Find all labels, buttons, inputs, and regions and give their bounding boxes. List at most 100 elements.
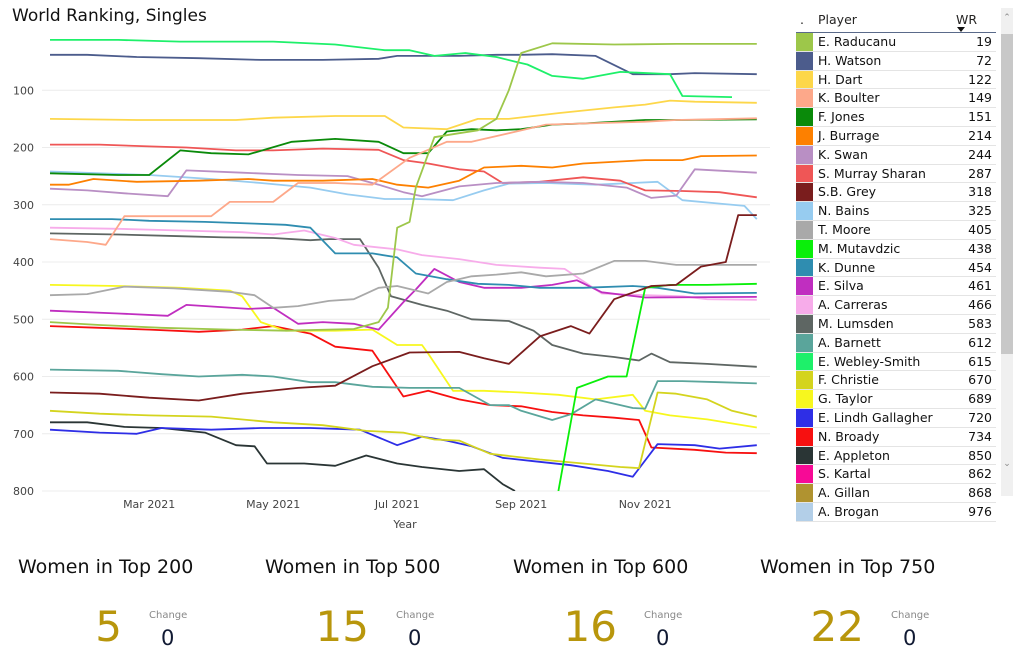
kpi-change-value: 0 xyxy=(408,626,422,650)
series-line-a-carreras[interactable] xyxy=(49,226,757,301)
color-swatch xyxy=(796,390,813,408)
player-name: S.B. Grey xyxy=(818,184,877,200)
table-row[interactable]: S.B. Grey 318 xyxy=(796,183,996,203)
series-line-e-webley-smith[interactable] xyxy=(50,39,733,98)
color-swatch xyxy=(796,51,813,70)
player-wr: 214 xyxy=(968,127,992,143)
x-axis-label: Year xyxy=(392,518,417,531)
series-lines xyxy=(49,39,758,491)
table-row[interactable]: F. Christie 670 xyxy=(796,371,996,391)
kpi-value: 16 xyxy=(563,602,617,651)
table-scrollbar[interactable]: ⌃ ⌄ xyxy=(1001,8,1013,496)
scrollbar-thumb[interactable] xyxy=(1001,34,1013,354)
series-line-k-swan[interactable] xyxy=(49,168,757,199)
x-axis-ticks: Mar 2021 May 2021 Jul 2021 Sep 2021 Nov 2021 xyxy=(123,498,672,511)
table-row[interactable]: K. Swan 244 xyxy=(796,145,996,165)
series-line-m-lumsden[interactable] xyxy=(49,232,757,368)
player-name: E. Silva xyxy=(818,278,864,294)
sort-descending-icon[interactable] xyxy=(957,27,965,32)
table-row[interactable]: S. Murray Sharan 287 xyxy=(796,164,996,184)
y-tick-label: 800 xyxy=(13,485,34,498)
series-line-n-broady[interactable] xyxy=(49,325,757,455)
player-wr: 405 xyxy=(968,221,992,237)
player-name: N. Broady xyxy=(818,428,880,444)
series-line-e-appleton[interactable] xyxy=(50,421,516,491)
series-line-e-silva[interactable] xyxy=(49,267,757,331)
kpi-change-label: Change xyxy=(149,610,188,621)
table-row[interactable]: E. Lindh Gallagher 720 xyxy=(796,408,996,428)
table-row[interactable]: H. Watson 72 xyxy=(796,51,996,71)
series-line-s-b-grey[interactable] xyxy=(49,214,757,402)
line-chart: 100 200 300 400 500 600 700 800 Mar 2021 May 202… xyxy=(13,39,770,531)
player-wr: 850 xyxy=(968,447,992,463)
player-name: E. Lindh Gallagher xyxy=(818,409,933,425)
table-row[interactable]: E. Appleton 850 xyxy=(796,446,996,466)
table-row[interactable]: M. Lumsden 583 xyxy=(796,314,996,334)
x-tick-label: Jul 2021 xyxy=(374,498,420,511)
table-row[interactable]: G. Taylor 689 xyxy=(796,390,996,409)
table-row[interactable]: M. Mutavdzic 438 xyxy=(796,239,996,259)
table-row[interactable]: S. Kartal 862 xyxy=(796,465,996,485)
table-row[interactable]: E. Webley-Smith 615 xyxy=(796,352,996,372)
player-wr: 615 xyxy=(968,353,992,369)
kpi-title: Women in Top 200 xyxy=(18,556,194,578)
series-line-s-murray-sharan[interactable] xyxy=(50,143,757,199)
table-row[interactable]: E. Silva 461 xyxy=(796,277,996,297)
table-row[interactable]: K. Boulter 149 xyxy=(796,89,996,109)
series-line-h-watson[interactable] xyxy=(50,53,757,76)
series-line-j-burrage[interactable] xyxy=(50,154,757,189)
wr-column-header[interactable]: WR xyxy=(956,12,978,27)
series-line-k-boulter[interactable] xyxy=(49,117,757,246)
color-swatch xyxy=(796,465,813,484)
player-wr: 583 xyxy=(968,315,992,331)
series-line-e-lindh-gallagher[interactable] xyxy=(49,427,757,478)
player-column-header[interactable]: Player xyxy=(818,12,857,27)
color-swatch xyxy=(796,202,813,220)
series-line-f-christie[interactable] xyxy=(49,391,758,470)
kpi-card: Women in Top 750 22 Change 0 xyxy=(742,556,990,664)
series-line-a-barnett[interactable] xyxy=(49,368,757,421)
series-line-m-mutavdzic[interactable] xyxy=(557,282,757,491)
player-name: F. Christie xyxy=(818,372,879,388)
color-swatch xyxy=(796,70,813,89)
table-row[interactable]: T. Moore 405 xyxy=(796,220,996,240)
table-row[interactable]: H. Dart 122 xyxy=(796,70,996,90)
player-wr: 734 xyxy=(968,428,992,444)
table-row[interactable]: A. Gillan 868 xyxy=(796,484,996,503)
color-swatch xyxy=(796,164,813,183)
scroll-up-icon[interactable]: ⌃ xyxy=(1003,13,1011,23)
kpi-card: Women in Top 200 5 Change 0 xyxy=(0,556,248,664)
table-row[interactable]: A. Brogan 976 xyxy=(796,502,996,522)
kpi-change-label: Change xyxy=(644,610,683,621)
table-row[interactable]: J. Burrage 214 xyxy=(796,126,996,146)
x-tick-label: Mar 2021 xyxy=(123,498,175,511)
color-swatch xyxy=(796,371,813,390)
series-line-h-dart[interactable] xyxy=(49,99,757,131)
kpi-title: Women in Top 500 xyxy=(265,556,441,578)
series-line-g-taylor[interactable] xyxy=(49,284,757,429)
player-name: N. Bains xyxy=(818,203,870,219)
table-row[interactable]: N. Bains 325 xyxy=(796,202,996,221)
player-wr: 438 xyxy=(968,240,992,256)
player-wr: 244 xyxy=(968,146,992,162)
table-row[interactable]: K. Dunne 454 xyxy=(796,258,996,278)
series-line-t-moore[interactable] xyxy=(49,259,757,309)
player-table: . Player WR E. Raducanu 19 H. Watson 72 … xyxy=(796,8,996,522)
table-row[interactable]: A. Barnett 612 xyxy=(796,333,996,353)
series-line-k-dunne[interactable] xyxy=(50,218,757,295)
player-wr: 72 xyxy=(976,52,992,68)
series-line-e-raducanu[interactable] xyxy=(49,42,757,332)
table-row[interactable]: E. Raducanu 19 xyxy=(796,33,996,52)
table-row[interactable]: A. Carreras 466 xyxy=(796,296,996,315)
player-name: J. Burrage xyxy=(818,127,880,143)
scroll-down-icon[interactable]: ⌄ xyxy=(1003,459,1011,469)
table-row[interactable]: F. Jones 151 xyxy=(796,108,996,127)
player-name: S. Murray Sharan xyxy=(818,165,926,181)
player-wr: 976 xyxy=(968,503,992,519)
player-name: K. Boulter xyxy=(818,90,880,106)
x-tick-label: Nov 2021 xyxy=(619,498,672,511)
kpi-change-value: 0 xyxy=(903,626,917,650)
player-wr: 862 xyxy=(968,466,992,482)
player-wr: 151 xyxy=(968,109,992,125)
table-row[interactable]: N. Broady 734 xyxy=(796,427,996,447)
